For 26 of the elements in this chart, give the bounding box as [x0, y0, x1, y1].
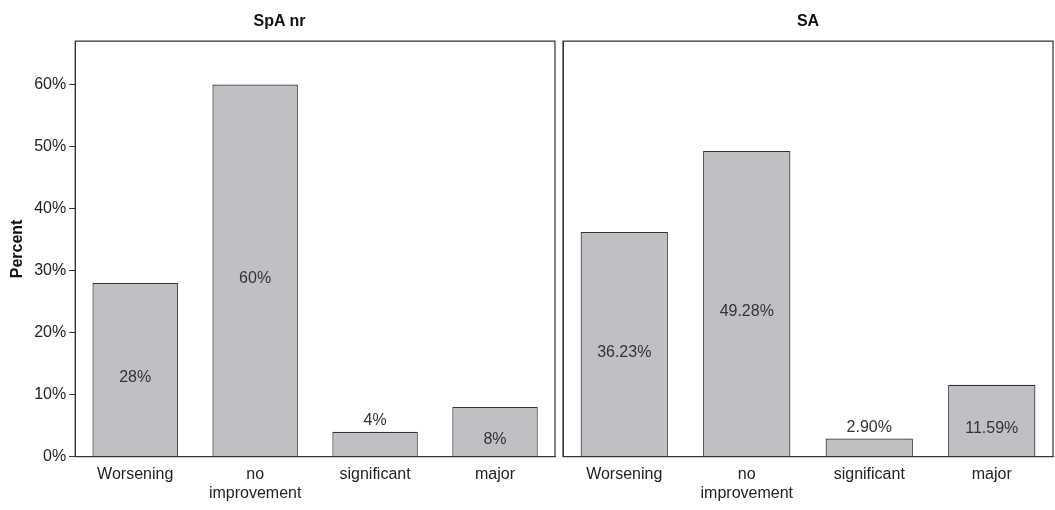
- x-tick-label: significant: [833, 464, 906, 482]
- data-label: 4%: [363, 411, 387, 429]
- data-label: 36.23%: [597, 342, 652, 360]
- data-label: 28%: [119, 367, 152, 385]
- data-label: 8%: [483, 429, 507, 447]
- y-tick-label: 60%: [34, 75, 67, 93]
- data-label: 60%: [239, 268, 272, 286]
- data-label: 11.59%: [965, 419, 1019, 437]
- x-tick-label: significant: [339, 464, 412, 482]
- chart-title: SpA nr: [253, 12, 306, 30]
- x-tick-label: no improvement: [208, 464, 302, 501]
- y-tick-label: 10%: [34, 385, 67, 403]
- x-tick-label: Worsening: [586, 464, 663, 482]
- x-tick-label: no improvement: [700, 464, 794, 501]
- x-tick-label: Worsening: [97, 464, 174, 482]
- chart-title: SA: [796, 12, 820, 30]
- data-label: 49.28%: [719, 302, 774, 320]
- y-axis-title: Percent: [8, 218, 26, 279]
- y-tick-label: 50%: [34, 137, 67, 155]
- x-tick-label: major: [971, 464, 1013, 482]
- y-tick-label: 40%: [34, 199, 67, 217]
- data-label: 2.90%: [846, 418, 892, 436]
- y-tick-label: 20%: [34, 323, 67, 341]
- y-tick-label: 30%: [34, 261, 67, 279]
- x-tick-label: major: [475, 464, 516, 482]
- y-tick-label: 0%: [43, 447, 67, 465]
